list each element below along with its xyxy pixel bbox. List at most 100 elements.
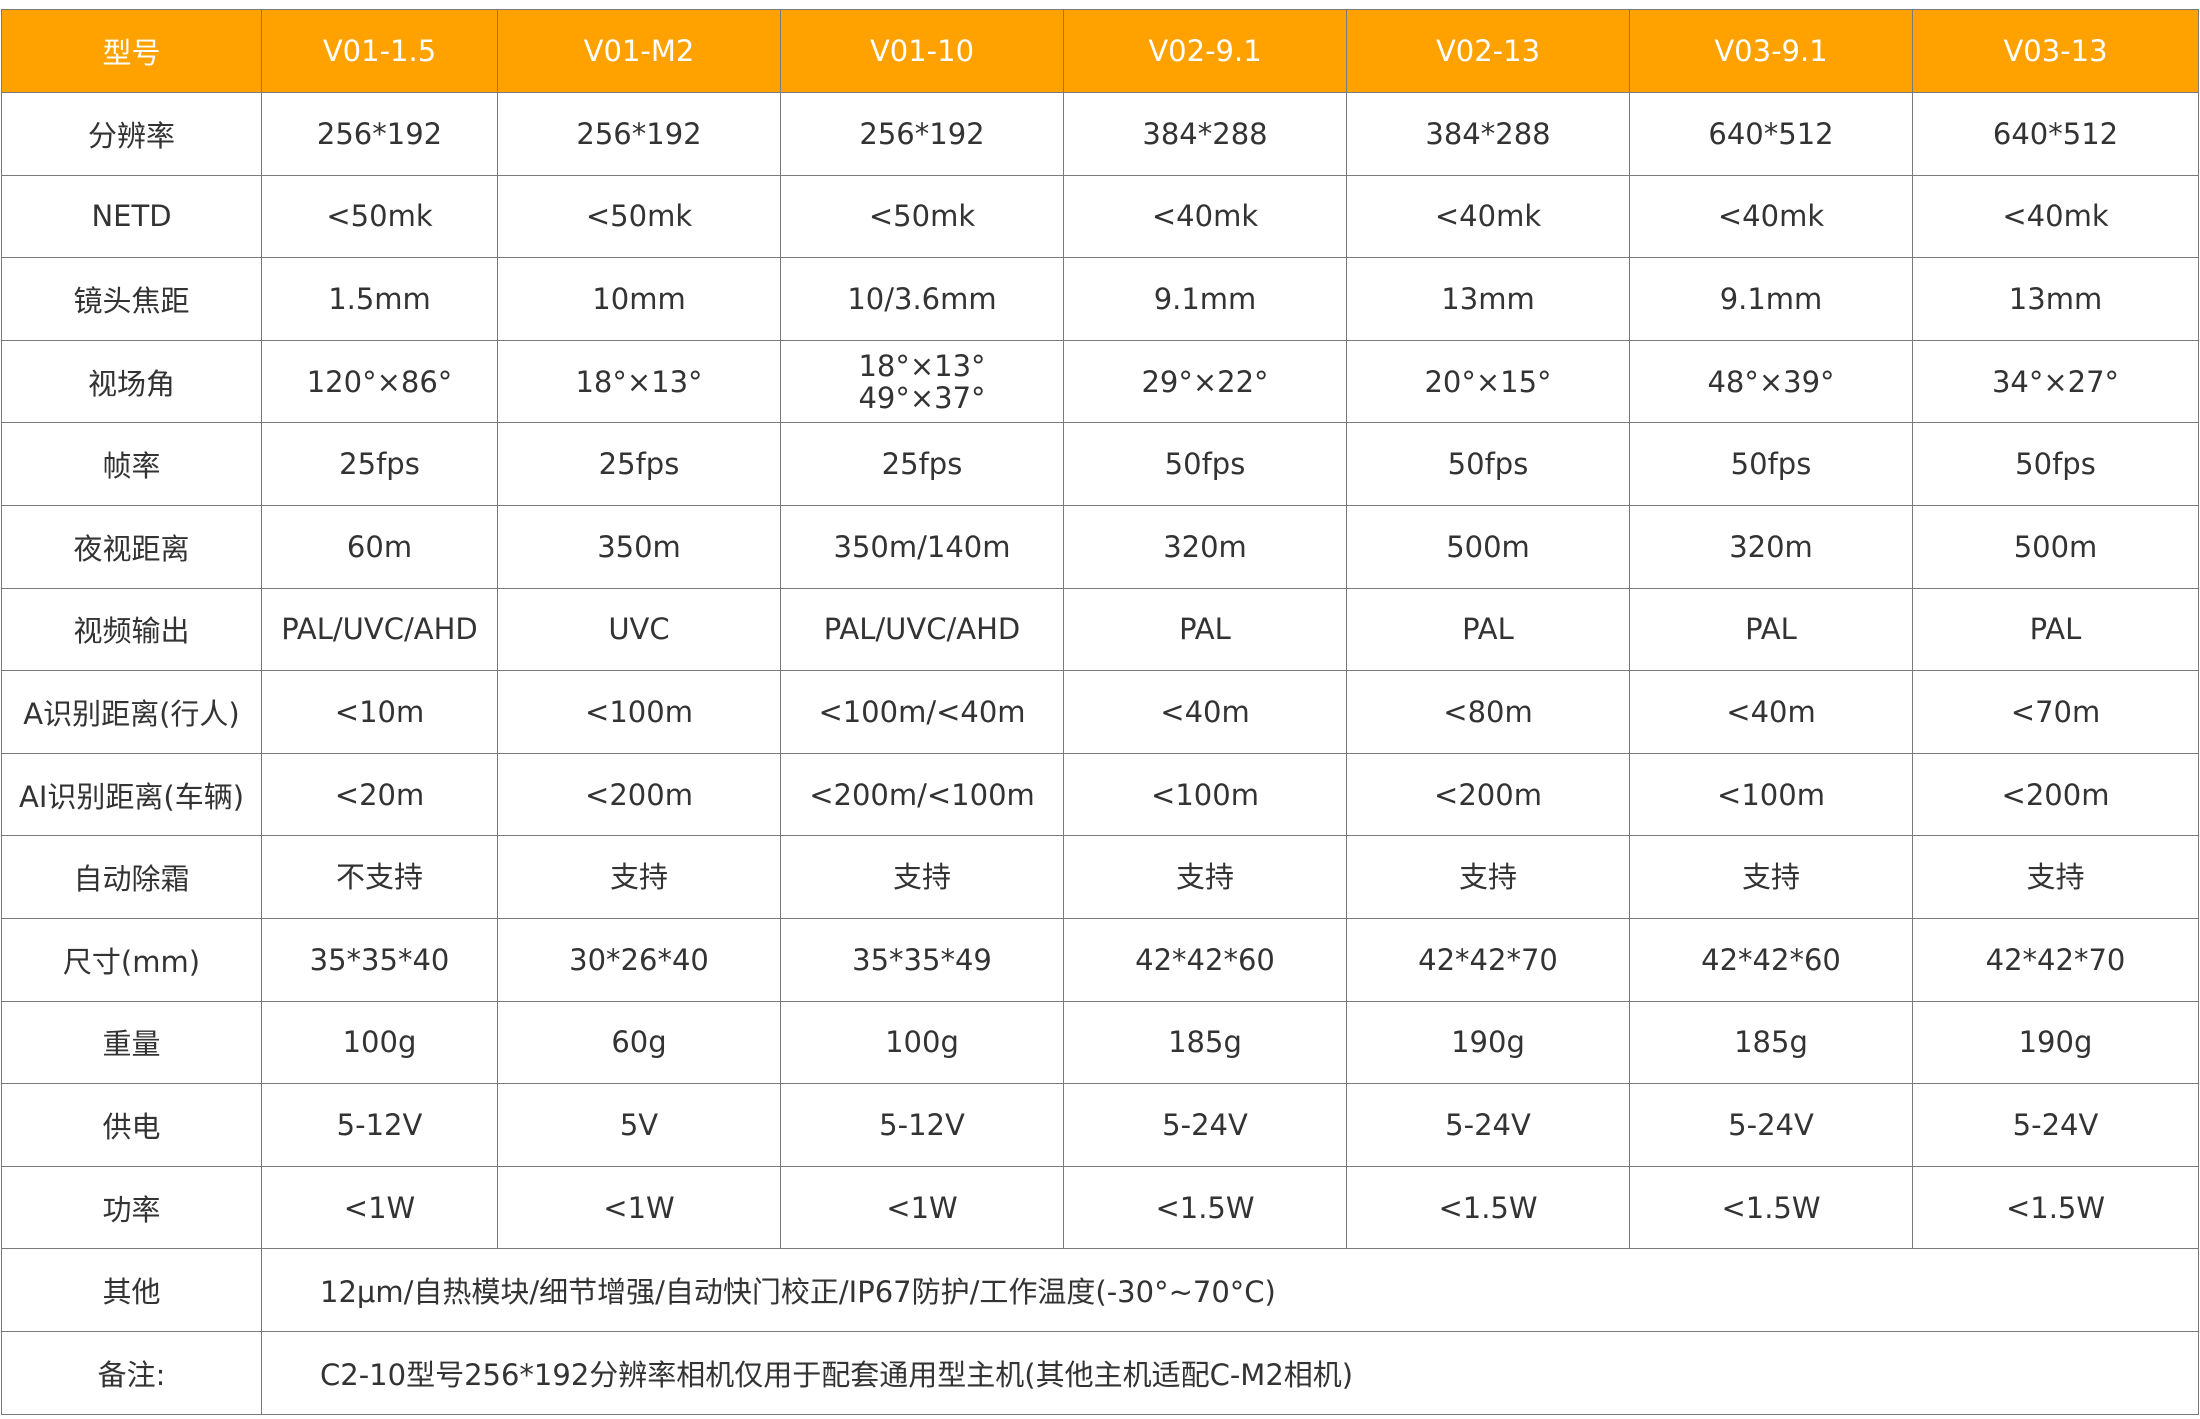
header-model-cell: V02-13 bbox=[1346, 9, 1630, 93]
spec-label-cell: 视场角 bbox=[1, 339, 262, 424]
spec-value-text: PAL/UVC/AHD bbox=[281, 612, 478, 647]
spec-value-text: 48°×39° bbox=[1707, 364, 1835, 399]
spec-value-text: 185g bbox=[1168, 1025, 1242, 1060]
spec-value-text: <20m bbox=[334, 777, 425, 812]
note-label-cell: 其他 bbox=[1, 1248, 262, 1332]
spec-value-cell: <100m bbox=[1063, 752, 1347, 837]
spec-value-cell: <1W bbox=[780, 1165, 1064, 1250]
spec-row: 自动除霜 不支持 支持 支持 支持 支持 支持 支持 bbox=[1, 835, 2199, 919]
spec-value-cell: <100m bbox=[497, 670, 781, 754]
spec-value-cell: 60m bbox=[261, 504, 498, 589]
spec-value-text: 50fps bbox=[2015, 447, 2096, 482]
spec-value-text: 5-24V bbox=[2012, 1107, 2099, 1142]
spec-value-text: 49°×37° bbox=[858, 380, 986, 415]
spec-value-text: 60g bbox=[611, 1025, 667, 1060]
spec-value-cell: <1.5W bbox=[1629, 1165, 1913, 1250]
spec-value-text: 50fps bbox=[1447, 447, 1529, 482]
spec-value-text: 350m bbox=[597, 529, 681, 564]
spec-value-cell: <70m bbox=[1912, 670, 2199, 754]
spec-row: 功率 <1W <1W <1W <1.5W <1.5W <1.5W <1.5W bbox=[1, 1165, 2199, 1250]
spec-row: AI识别距离(车辆) <20m <200m <200m/<100m <100m <200m… bbox=[1, 752, 2199, 837]
spec-value-text: 500m bbox=[1446, 529, 1530, 564]
spec-label-cell: A识别距离(行人) bbox=[1, 670, 262, 754]
spec-value-cell: 384*288 bbox=[1063, 92, 1347, 176]
spec-value-text: 384*288 bbox=[1142, 116, 1268, 151]
spec-value-text: PAL bbox=[2029, 612, 2082, 647]
spec-value-cell: 50fps bbox=[1063, 422, 1347, 506]
spec-value-cell: <40m bbox=[1063, 670, 1347, 754]
header-model-cell: V01-1.5 bbox=[261, 9, 498, 93]
spec-value-cell: <1.5W bbox=[1063, 1165, 1347, 1250]
spec-value-cell: 30*26*40 bbox=[497, 917, 781, 1002]
spec-value-text: 256*192 bbox=[316, 116, 443, 151]
spec-value-cell: 不支持 bbox=[261, 835, 498, 919]
spec-value-text: 100g bbox=[885, 1025, 959, 1060]
spec-value-text: <100m/<40m bbox=[818, 694, 1026, 729]
spec-value-cell: 10/3.6mm bbox=[780, 257, 1064, 341]
spec-value-text: 640*512 bbox=[1708, 116, 1834, 151]
spec-value-cell: <100m/<40m bbox=[780, 670, 1064, 754]
spec-value-cell: 500m bbox=[1346, 504, 1630, 589]
spec-row: 尺寸(mm) 35*35*40 30*26*40 35*35*49 42*42*60 42… bbox=[1, 917, 2199, 1002]
spec-value-cell: 350m/140m bbox=[780, 504, 1064, 589]
spec-value-cell: 120°×86° bbox=[261, 339, 498, 424]
spec-value-text: <40m bbox=[1160, 694, 1250, 729]
spec-value-cell: <40m bbox=[1629, 670, 1913, 754]
spec-value-text: PAL bbox=[1462, 612, 1514, 647]
spec-value-cell: 100g bbox=[261, 1000, 498, 1085]
note-label-cell: 备注: bbox=[1, 1330, 262, 1415]
spec-value-text: <50mk bbox=[868, 199, 976, 234]
spec-value-cell: 50fps bbox=[1346, 422, 1630, 506]
spec-value-text: 500m bbox=[2013, 529, 2098, 564]
spec-row: NETD <50mk <50mk <50mk <40mk <40mk <40mk <40mk bbox=[1, 174, 2199, 259]
spec-value-text: 190g bbox=[2018, 1025, 2093, 1060]
spec-value-cell: 384*288 bbox=[1346, 92, 1630, 176]
header-model-cell: V03-9.1 bbox=[1629, 9, 1913, 93]
spec-value-cell: <1W bbox=[497, 1165, 781, 1250]
spec-value-cell: 支持 bbox=[1629, 835, 1913, 919]
spec-value-text: 25fps bbox=[339, 447, 420, 482]
spec-value-text: UVC bbox=[608, 612, 670, 647]
spec-value-cell: 18°×13° bbox=[497, 339, 781, 424]
spec-value-cell: 5-24V bbox=[1629, 1083, 1913, 1167]
spec-value-text: 5-12V bbox=[336, 1107, 423, 1142]
spec-value-cell: 185g bbox=[1629, 1000, 1913, 1085]
spec-row: 供电 5-12V 5V 5-12V 5-24V 5-24V 5-24V 5-24V bbox=[1, 1083, 2199, 1167]
spec-value-text: 9.1mm bbox=[1153, 281, 1257, 316]
spec-label-cell: 夜视距离 bbox=[1, 504, 262, 589]
spec-value-cell: 9.1mm bbox=[1629, 257, 1913, 341]
spec-value-text: 支持 bbox=[1458, 860, 1517, 895]
spec-value-text: <40mk bbox=[1434, 199, 1542, 234]
spec-row: 镜头焦距 1.5mm 10mm 10/3.6mm 9.1mm 13mm 9.1mm 13mm bbox=[1, 257, 2199, 341]
spec-value-text: 13mm bbox=[1441, 281, 1535, 316]
spec-value-cell: 5-24V bbox=[1063, 1083, 1347, 1167]
spec-value-cell: 256*192 bbox=[497, 92, 781, 176]
spec-label-cell: NETD bbox=[1, 174, 262, 259]
spec-value-text: 5V bbox=[619, 1107, 659, 1142]
spec-value-cell: 25fps bbox=[780, 422, 1064, 506]
spec-value-cell: PAL bbox=[1629, 587, 1913, 672]
spec-value-cell: 640*512 bbox=[1912, 92, 2199, 176]
header-model-cell: V02-9.1 bbox=[1063, 9, 1347, 93]
spec-value-cell: 1.5mm bbox=[261, 257, 498, 341]
spec-value-cell: <50mk bbox=[261, 174, 498, 259]
spec-value-cell: 50fps bbox=[1912, 422, 2199, 506]
spec-value-text: 10mm bbox=[592, 281, 686, 316]
spec-value-cell: PAL bbox=[1912, 587, 2199, 672]
spec-value-text: 支持 bbox=[892, 860, 951, 895]
spec-value-text: 不支持 bbox=[335, 860, 423, 895]
spec-value-cell: 10mm bbox=[497, 257, 781, 341]
spec-value-cell: 13mm bbox=[1912, 257, 2199, 341]
spec-value-cell: <40mk bbox=[1912, 174, 2199, 259]
spec-row: 分辨率 256*192 256*192 256*192 384*288 384*288 64… bbox=[1, 92, 2199, 176]
spec-value-cell: <200m bbox=[1346, 752, 1630, 837]
spec-value-text: <1.5W bbox=[1155, 1190, 1255, 1225]
spec-value-text: 25fps bbox=[881, 447, 963, 482]
spec-value-cell: 18°×13° 49°×37° bbox=[780, 339, 1064, 424]
spec-value-cell: <40mk bbox=[1629, 174, 1913, 259]
spec-value-cell: 25fps bbox=[497, 422, 781, 506]
spec-value-cell: 256*192 bbox=[261, 92, 498, 176]
spec-value-text: <200m bbox=[2001, 777, 2110, 812]
spec-value-cell: 185g bbox=[1063, 1000, 1347, 1085]
spec-value-cell: <1.5W bbox=[1346, 1165, 1630, 1250]
